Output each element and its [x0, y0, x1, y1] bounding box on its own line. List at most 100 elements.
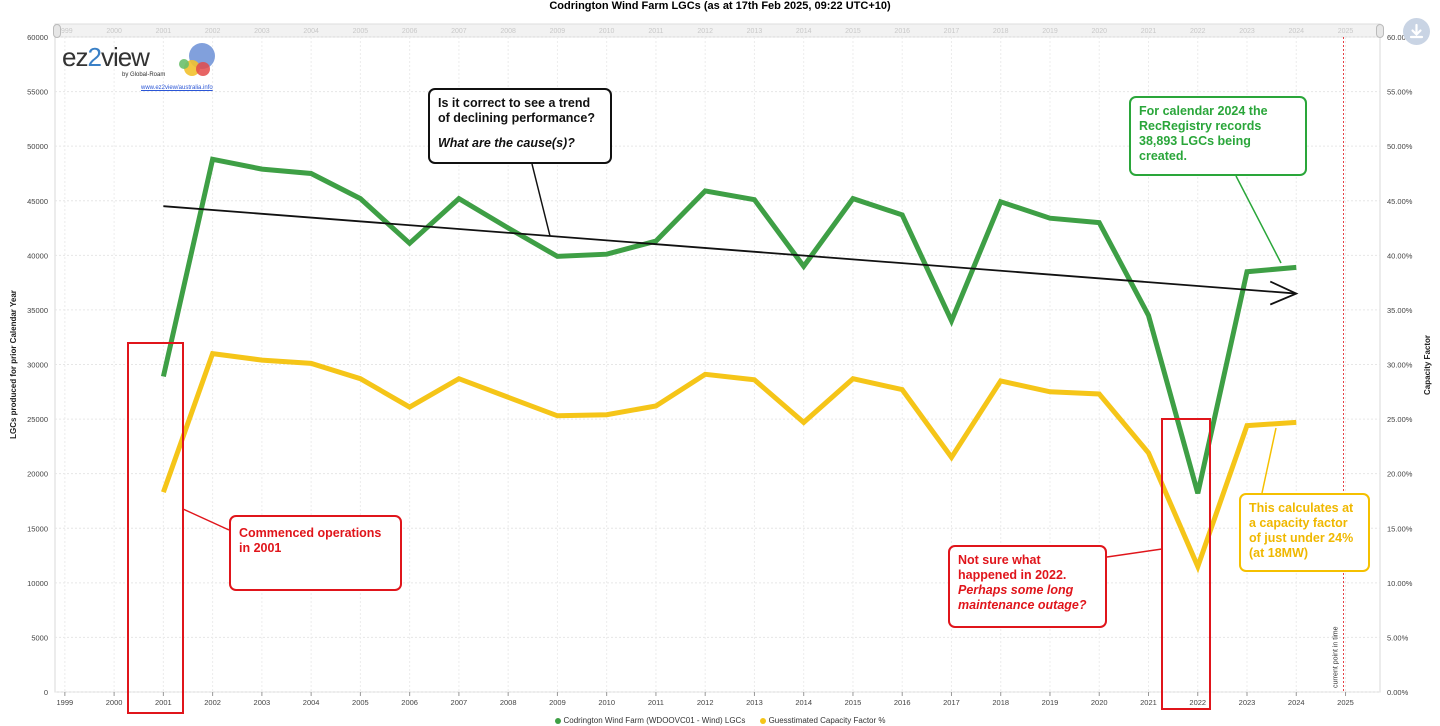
calendar-2024-pointer: [1235, 175, 1282, 264]
timeline-label: 2008: [500, 28, 516, 35]
x-tick-label: 2011: [648, 698, 664, 707]
ez2view-logo[interactable]: ez2view by Global-Roam www.ez2view/austr…: [62, 42, 222, 94]
current-time-marker: current point in time: [1333, 37, 1344, 692]
x-tick-label: 1999: [57, 698, 74, 707]
timeline-label: 2024: [1288, 28, 1304, 35]
y-tick-left: 50000: [27, 142, 48, 151]
timeline-label: 2003: [254, 28, 270, 35]
y-tick-left: 20000: [27, 470, 48, 479]
timeline-label: 2018: [993, 28, 1009, 35]
timeline-label: 2007: [451, 28, 467, 35]
year-2022-text: Not sure what happened in 2022.: [958, 553, 1067, 582]
y-tick-right: 10.00%: [1387, 579, 1413, 588]
trend-arrow-head: [1269, 280, 1299, 306]
annotation-layer: [127, 163, 1299, 714]
logo-url-link[interactable]: www.ez2view/australia.info: [141, 85, 213, 91]
x-tick-label: 2010: [598, 698, 615, 707]
highlight-2022-box: [1161, 418, 1211, 710]
calendar-2024-text: For calendar 2024 the RecRegistry record…: [1139, 104, 1268, 163]
logo-wordmark: ez2view: [62, 42, 150, 72]
timeline-label: 2006: [402, 28, 418, 35]
trend-callout-pointer: [531, 163, 551, 237]
y-axis-right: 0.00% 5.00% 10.00% 15.00% 20.00% 25.00% 30.00%…: [1387, 33, 1432, 697]
timeline-label: 2017: [944, 28, 960, 35]
y-tick-right: 20.00%: [1387, 470, 1413, 479]
timeline-navigator[interactable]: 1999 2000 2001 2002 2003 2004 2005 2006 2007 2008…: [54, 23, 1381, 38]
x-tick-label: 2024: [1288, 698, 1305, 707]
trend-cause-text: What are the cause(s)?: [438, 136, 575, 150]
x-tick-label: 2008: [500, 698, 517, 707]
trend-arrow-line: [163, 205, 1297, 295]
current-time-label: current point in time: [1333, 626, 1340, 688]
y-tick-right: 30.00%: [1387, 361, 1413, 370]
x-tick-label: 2002: [204, 698, 221, 707]
year-2022-outage-text: Perhaps some long maintenance outage?: [958, 583, 1087, 612]
timeline-left-handle[interactable]: [53, 24, 61, 38]
x-tick-label: 2019: [1042, 698, 1059, 707]
series-layer: [160, 156, 1297, 574]
x-tick-label: 2025: [1337, 698, 1354, 707]
y-axis-left-title: LGCs produced for prior Calendar Year: [9, 290, 18, 439]
timeline-label: 2014: [796, 28, 812, 35]
x-tick-label: 2004: [303, 698, 320, 707]
y-tick-right: 45.00%: [1387, 197, 1413, 206]
y-tick-right: 25.00%: [1387, 415, 1413, 424]
trend-question-callout: Is it correct to see a trend of declinin…: [428, 88, 612, 164]
commenced-callout: Commenced operations in 2001: [229, 515, 402, 591]
x-tick-label: 2017: [943, 698, 960, 707]
capacity-factor-text: This calculates at a capacity factor of …: [1249, 501, 1354, 560]
legend-item-lgcs[interactable]: Codrington Wind Farm (WDOOVC01 - Wind) L…: [554, 716, 745, 725]
y-axis-right-title: Capacity Factor: [1423, 335, 1432, 395]
x-tick-label: 2006: [401, 698, 418, 707]
y-tick-left: 30000: [27, 361, 48, 370]
timeline-right-handle[interactable]: [1376, 24, 1384, 38]
x-tick-label: 2022: [1189, 698, 1206, 707]
y-tick-right: 15.00%: [1387, 524, 1413, 533]
chart-legend: Codrington Wind Farm (WDOOVC01 - Wind) L…: [0, 716, 1440, 725]
download-icon: [1409, 23, 1424, 39]
capacity-series-line: [161, 350, 1297, 574]
timeline-label: 2015: [845, 28, 861, 35]
timeline-label: 2013: [747, 28, 763, 35]
x-tick-label: 2015: [845, 698, 862, 707]
x-tick-label: 2020: [1091, 698, 1108, 707]
highlight-2001-box: [127, 342, 184, 714]
timeline-label: 2025: [1338, 28, 1354, 35]
y-tick-right: 40.00%: [1387, 251, 1413, 260]
year-2022-callout: Not sure what happened in 2022. Perhaps …: [948, 545, 1107, 628]
timeline-label: 2001: [156, 28, 172, 35]
y-tick-right: 5.00%: [1387, 633, 1409, 642]
y-axis-left: 0 5000 10000 15000 20000 25000 30000 35000 40000…: [9, 33, 48, 697]
x-axis: 1999 2000 2001 2002 2003 2004 2005 2006 2007 2008…: [57, 692, 1354, 707]
legend-item-capacity[interactable]: Guesstimated Capacity Factor %: [759, 716, 886, 725]
timeline-label: 2004: [303, 28, 319, 35]
x-tick-label: 2012: [697, 698, 714, 707]
y-tick-right: 55.00%: [1387, 88, 1413, 97]
y-tick-right: 60.00%: [1387, 33, 1413, 42]
timeline-label: 2010: [599, 28, 615, 35]
x-tick-label: 2016: [894, 698, 911, 707]
timeline-label: 2020: [1091, 28, 1107, 35]
download-button[interactable]: [1403, 18, 1430, 45]
x-tick-label: 2007: [451, 698, 468, 707]
x-tick-label: 2005: [352, 698, 369, 707]
y-tick-left: 10000: [27, 579, 48, 588]
y-tick-left: 25000: [27, 415, 48, 424]
timeline-label: 2000: [106, 28, 122, 35]
chart-title: Codrington Wind Farm LGCs (as at 17th Fe…: [549, 0, 891, 12]
y-tick-left: 40000: [27, 251, 48, 260]
timeline-label: 2016: [894, 28, 910, 35]
y-tick-right: 35.00%: [1387, 306, 1413, 315]
timeline-label: 2012: [697, 28, 713, 35]
commenced-text: Commenced operations in 2001: [239, 526, 382, 555]
x-tick-label: 2000: [106, 698, 123, 707]
logo-bubbles-icon: [179, 43, 215, 76]
timeline-label: 2011: [648, 28, 663, 35]
timeline-label: 1999: [57, 28, 73, 35]
x-tick-label: 2001: [155, 698, 172, 707]
y-tick-left: 5000: [31, 633, 48, 642]
trend-question-text: Is it correct to see a trend of declinin…: [438, 96, 595, 125]
timeline-label: 2009: [550, 28, 566, 35]
calendar-2024-callout: For calendar 2024 the RecRegistry record…: [1129, 96, 1307, 176]
x-tick-label: 2013: [746, 698, 763, 707]
